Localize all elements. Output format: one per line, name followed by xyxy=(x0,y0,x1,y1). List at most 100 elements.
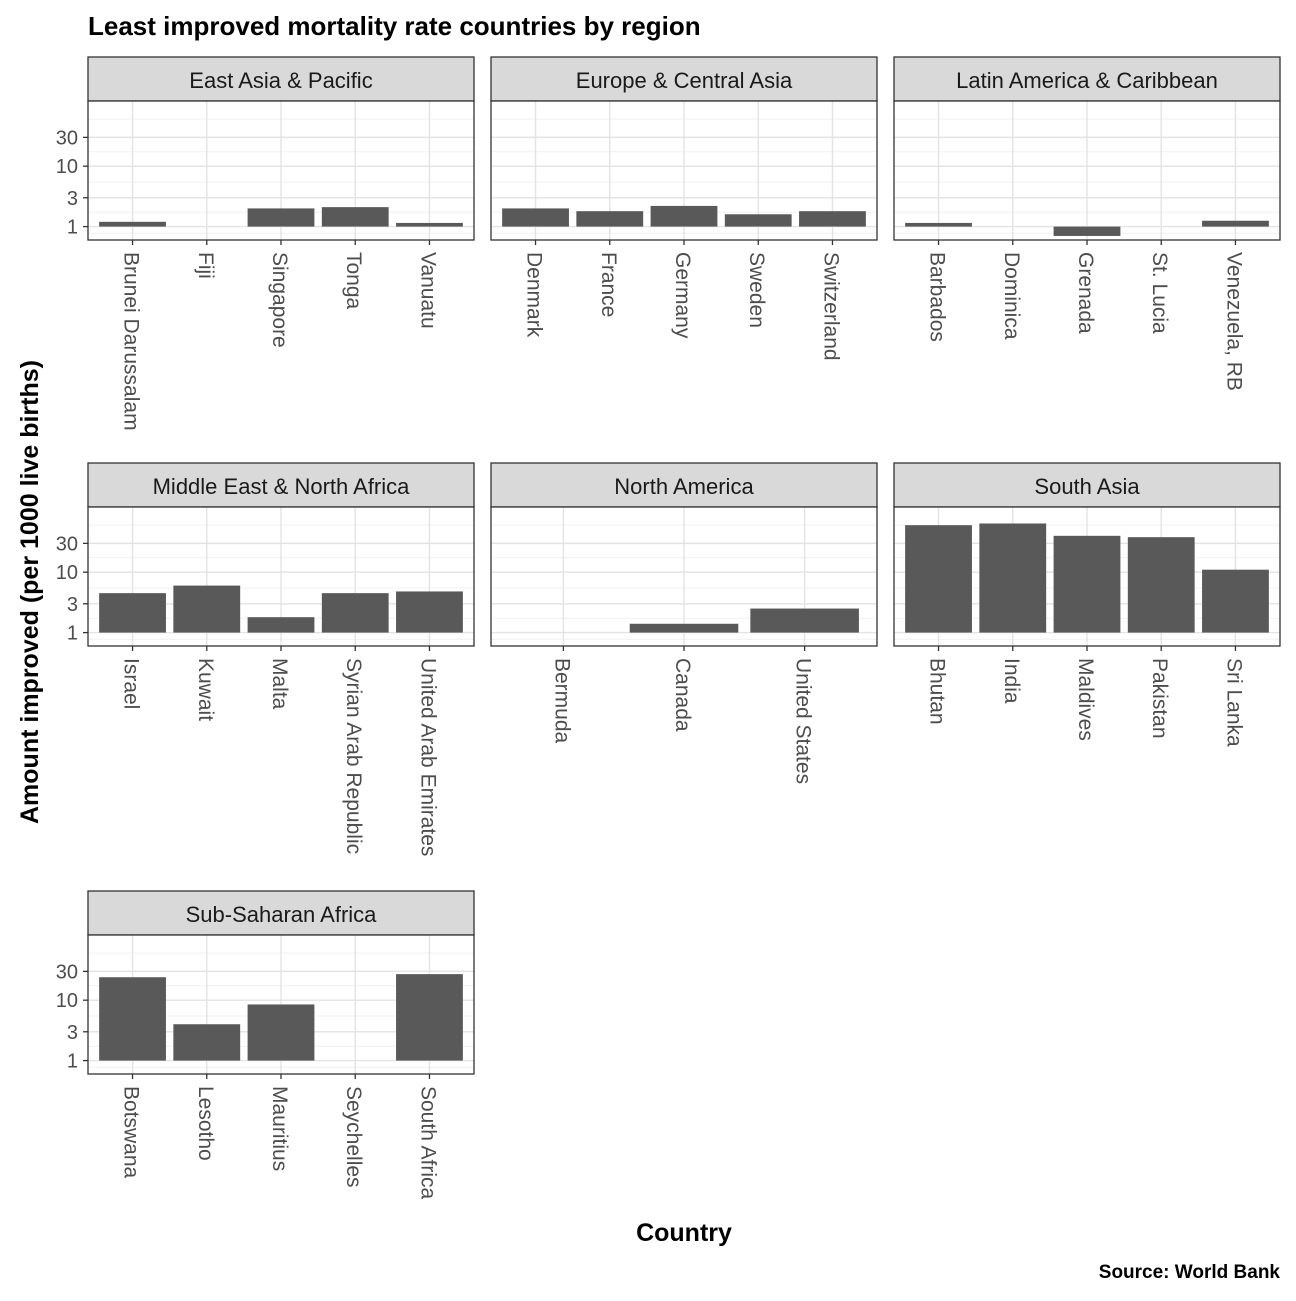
bar xyxy=(1202,569,1269,633)
x-tick-label: Bhutan xyxy=(926,658,949,725)
x-axis-label: Country xyxy=(636,1219,732,1247)
bar xyxy=(396,591,463,633)
x-tick-label: Syrian Arab Republic xyxy=(342,658,365,854)
bar xyxy=(321,593,389,633)
x-tick-label: Seychelles xyxy=(342,1086,365,1188)
bar xyxy=(650,205,718,227)
x-tick-label: Barbados xyxy=(926,252,949,342)
x-tick-label: Sri Lanka xyxy=(1222,658,1245,747)
x-tick-label: Mauritius xyxy=(268,1086,291,1171)
x-tick-label: United Arab Emirates xyxy=(416,658,439,856)
x-tick-label: Kuwait xyxy=(194,658,217,721)
x-tick-label: Venezuela, RB xyxy=(1222,252,1245,391)
x-tick-label: Pakistan xyxy=(1148,658,1171,739)
facet-title: South Asia xyxy=(1034,474,1140,499)
facet-panels: East Asia & Pacific 1 3 10 30 Brunei Darussal… xyxy=(56,56,1281,1200)
bar xyxy=(247,617,315,633)
facet-title: East Asia & Pacific xyxy=(189,68,372,93)
bar xyxy=(750,608,859,633)
x-tick-label: Vanuatu xyxy=(416,252,439,329)
bar xyxy=(173,585,241,633)
y-tick-label: 10 xyxy=(56,990,78,1012)
facet-title: Sub-Saharan Africa xyxy=(186,902,378,927)
facet-panel: Europe & Central Asia Denmark France German… xyxy=(490,56,878,361)
x-tick-label: Dominica xyxy=(1000,252,1023,340)
facet-panel: North America Bermuda Canada United States xyxy=(490,462,878,784)
x-tick-label: Maldives xyxy=(1074,658,1097,741)
x-tick-label: Singapore xyxy=(268,252,291,348)
facet-strip xyxy=(87,462,475,508)
y-tick-label: 10 xyxy=(56,156,78,178)
y-tick-label: 30 xyxy=(56,533,78,555)
bar xyxy=(905,525,972,633)
y-tick-label: 1 xyxy=(67,217,78,239)
bar xyxy=(1127,537,1195,633)
x-tick-label: United States xyxy=(792,658,815,784)
x-tick-label: Fiji xyxy=(194,252,217,279)
chart-caption: Source: World Bank xyxy=(1099,1262,1281,1283)
x-tick-label: Grenada xyxy=(1074,252,1097,334)
bar xyxy=(99,977,166,1061)
bar xyxy=(173,1024,241,1061)
bar xyxy=(99,593,166,633)
bar xyxy=(247,1004,315,1061)
facet-panel: Sub-Saharan Africa 1 3 10 30 Botswana Lesotho M… xyxy=(56,890,475,1200)
facet-panel: South Asia Bhutan India Maldives Pakistan Sri… xyxy=(893,462,1281,747)
bar xyxy=(979,523,1047,633)
facet-strip xyxy=(893,56,1281,102)
facet-title: Middle East & North Africa xyxy=(153,474,411,499)
y-tick-label: 3 xyxy=(67,594,78,616)
x-tick-label: South Africa xyxy=(416,1086,439,1200)
facet-strip xyxy=(893,462,1281,508)
x-tick-label: Lesotho xyxy=(194,1086,217,1161)
x-tick-label: Bermuda xyxy=(550,658,573,744)
y-tick-label: 10 xyxy=(56,562,78,584)
bar xyxy=(799,211,866,227)
x-tick-label: Botswana xyxy=(120,1086,143,1179)
facet-title: Europe & Central Asia xyxy=(576,68,793,93)
bar xyxy=(1202,220,1269,227)
y-tick-label: 3 xyxy=(67,1022,78,1044)
y-axis-label: Amount improved (per 1000 live births) xyxy=(16,360,44,824)
bar xyxy=(247,208,315,227)
x-tick-label: Sweden xyxy=(745,252,768,328)
facet-strip xyxy=(490,56,878,102)
x-tick-label: Brunei Darussalam xyxy=(120,252,143,431)
y-tick-label: 30 xyxy=(56,961,78,983)
x-tick-label: India xyxy=(1000,658,1023,704)
bar xyxy=(576,211,644,227)
x-tick-label: Malta xyxy=(268,658,291,710)
facet-panel: Latin America & Caribbean Barbados Dominic… xyxy=(893,56,1281,391)
x-tick-label: Denmark xyxy=(523,252,546,338)
x-tick-label: St. Lucia xyxy=(1148,252,1171,334)
facet-panel: Middle East & North Africa 1 3 10 30 Israel Ku… xyxy=(56,462,475,856)
x-tick-label: Switzerland xyxy=(819,252,842,361)
x-tick-label: Israel xyxy=(120,658,143,709)
bar xyxy=(99,221,166,227)
bar xyxy=(1053,535,1121,633)
facet-title: North America xyxy=(614,474,754,499)
facet-panel: East Asia & Pacific 1 3 10 30 Brunei Darussal… xyxy=(56,56,475,431)
y-tick-label: 3 xyxy=(67,188,78,210)
bar xyxy=(629,623,739,633)
facet-strip xyxy=(87,56,475,102)
bar xyxy=(502,208,569,227)
y-tick-label: 1 xyxy=(67,1051,78,1073)
x-tick-label: France xyxy=(597,252,620,317)
bar xyxy=(321,207,389,227)
bar xyxy=(905,222,972,227)
facet-strip xyxy=(490,462,878,508)
bar xyxy=(724,214,792,227)
x-tick-label: Germany xyxy=(671,252,694,339)
y-tick-label: 1 xyxy=(67,623,78,645)
bar xyxy=(396,974,463,1061)
x-tick-label: Tonga xyxy=(342,252,365,310)
facet-title: Latin America & Caribbean xyxy=(956,68,1218,93)
chart-title: Least improved mortality rate countries … xyxy=(88,11,701,41)
x-tick-label: Canada xyxy=(671,658,694,732)
bar xyxy=(396,222,463,227)
y-tick-label: 30 xyxy=(56,127,78,149)
bar xyxy=(1053,226,1121,236)
